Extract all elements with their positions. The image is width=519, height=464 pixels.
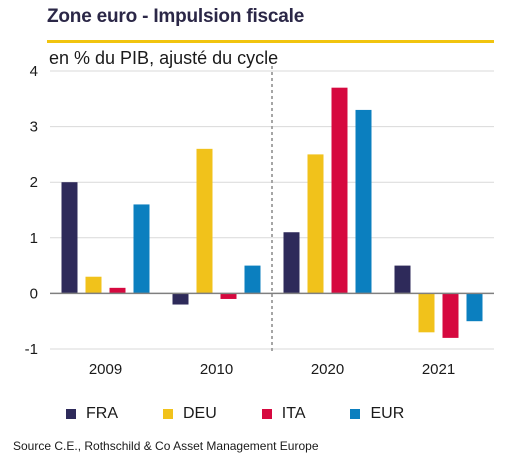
bar-ita-2009 [109, 287, 126, 294]
bar-deu-2020 [307, 154, 324, 294]
legend-swatch-fra [66, 409, 76, 419]
legend-item-ita: ITA [261, 405, 306, 423]
y-tick-label--1: -1 [25, 341, 38, 358]
y-tick-label-2: 2 [30, 174, 38, 191]
legend-swatch-ita [261, 409, 272, 419]
legend-swatch-eur [350, 409, 361, 419]
y-tick-label-4: 4 [30, 63, 38, 80]
bar-eur-2009 [133, 204, 150, 294]
x-tick-label-2020: 2020 [311, 361, 344, 378]
legend-item-eur: EUR [350, 405, 404, 423]
legend-item-deu: DEU [163, 405, 217, 423]
bar-fra-2009 [61, 182, 78, 294]
bar-eur-2010 [244, 265, 261, 294]
bar-eur-2021 [466, 293, 483, 322]
bar-chart: -1 0 1 2 3 4 2009 2010 2020 2021 [25, 63, 494, 378]
title-underline [47, 40, 494, 43]
bar-ita-2021 [442, 293, 459, 338]
bar-ita-2020 [331, 87, 348, 294]
bar-fra-2010 [172, 293, 189, 305]
x-tick-label-2010: 2010 [200, 361, 233, 378]
x-tick-label-2009: 2009 [89, 361, 122, 378]
y-tick-label-1: 1 [30, 230, 38, 247]
bar-fra-2020 [283, 232, 300, 294]
y-tick-label-0: 0 [30, 285, 38, 302]
bar-deu-2010 [196, 148, 213, 294]
y-tick-label-3: 3 [30, 119, 38, 136]
legend-label-eur: EUR [370, 405, 405, 422]
chart-subtitle: en % du PIB, ajusté du cycle [49, 48, 279, 68]
legend: FRA DEU ITA EUR [66, 405, 449, 423]
bar-fra-2021 [394, 265, 411, 294]
legend-swatch-deu [163, 409, 173, 419]
legend-label-fra: FRA [86, 405, 118, 422]
legend-item-fra: FRA [66, 405, 118, 423]
bars [61, 87, 483, 338]
bar-deu-2009 [85, 276, 102, 294]
legend-label-ita: ITA [281, 405, 306, 422]
chart-title: Zone euro - Impulsion fiscale [47, 6, 305, 27]
bar-eur-2020 [355, 109, 372, 294]
axes: -1 0 1 2 3 4 2009 2010 2020 2021 [25, 63, 494, 378]
source-note: Source C.E., Rothschild & Co Asset Manag… [13, 439, 319, 453]
legend-label-deu: DEU [183, 405, 217, 422]
bar-ita-2010 [220, 293, 237, 299]
bar-deu-2021 [418, 293, 435, 333]
x-tick-label-2021: 2021 [422, 361, 455, 378]
